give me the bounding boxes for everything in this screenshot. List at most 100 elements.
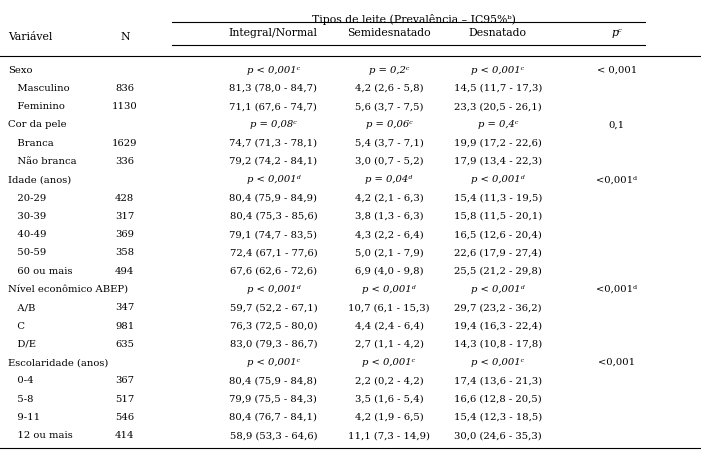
Text: 494: 494 [115,267,135,276]
Text: 59,7 (52,2 - 67,1): 59,7 (52,2 - 67,1) [229,303,318,312]
Text: p < 0,001ᵈ: p < 0,001ᵈ [471,175,524,184]
Text: 4,2 (1,9 - 6,5): 4,2 (1,9 - 6,5) [355,413,423,422]
Text: 19,4 (16,3 - 22,4): 19,4 (16,3 - 22,4) [454,322,542,331]
Text: 79,1 (74,7 - 83,5): 79,1 (74,7 - 83,5) [229,230,318,239]
Text: p = 0,2ᶜ: p = 0,2ᶜ [369,66,409,75]
Text: Branca: Branca [8,139,54,148]
Text: p = 0,08ᶜ: p = 0,08ᶜ [250,121,297,129]
Text: C: C [8,322,25,331]
Text: 5,4 (3,7 - 7,1): 5,4 (3,7 - 7,1) [355,139,423,148]
Text: 11,1 (7,3 - 14,9): 11,1 (7,3 - 14,9) [348,431,430,440]
Text: 10,7 (6,1 - 15,3): 10,7 (6,1 - 15,3) [348,303,430,312]
Text: Escolaridade (anos): Escolaridade (anos) [8,358,109,367]
Text: 60 ou mais: 60 ou mais [8,267,73,276]
Text: Integral/Normal: Integral/Normal [229,28,318,38]
Text: 80,4 (75,9 - 84,9): 80,4 (75,9 - 84,9) [229,194,318,202]
Text: Variável: Variável [8,32,53,42]
Text: 16,5 (12,6 - 20,4): 16,5 (12,6 - 20,4) [454,230,542,239]
Text: 2,2 (0,2 - 4,2): 2,2 (0,2 - 4,2) [355,376,423,385]
Text: 4,4 (2,4 - 6,4): 4,4 (2,4 - 6,4) [355,322,423,331]
Text: Sexo: Sexo [8,66,33,75]
Text: 15,8 (11,5 - 20,1): 15,8 (11,5 - 20,1) [454,212,542,221]
Text: Cor da pele: Cor da pele [8,121,67,129]
Text: 79,9 (75,5 - 84,3): 79,9 (75,5 - 84,3) [229,395,318,404]
Text: 58,9 (53,3 - 64,6): 58,9 (53,3 - 64,6) [230,431,317,440]
Text: 1629: 1629 [112,139,137,148]
Text: 4,2 (2,1 - 6,3): 4,2 (2,1 - 6,3) [355,194,423,202]
Text: p < 0,001ᶜ: p < 0,001ᶜ [362,358,416,367]
Text: 3,5 (1,6 - 5,4): 3,5 (1,6 - 5,4) [355,395,423,404]
Text: Tipos de leite (Prevalência – IC95%ᵇ): Tipos de leite (Prevalência – IC95%ᵇ) [312,14,515,25]
Text: 74,7 (71,3 - 78,1): 74,7 (71,3 - 78,1) [229,139,318,148]
Text: p < 0,001ᶜ: p < 0,001ᶜ [471,358,524,367]
Text: 5-8: 5-8 [8,395,34,404]
Text: 19,9 (17,2 - 22,6): 19,9 (17,2 - 22,6) [454,139,542,148]
Text: Desnatado: Desnatado [469,28,526,38]
Text: 17,4 (13,6 - 21,3): 17,4 (13,6 - 21,3) [454,376,542,385]
Text: Nível econômico ABEP): Nível econômico ABEP) [8,285,128,294]
Text: 369: 369 [115,230,135,239]
Text: Feminino: Feminino [8,102,65,111]
Text: 14,3 (10,8 - 17,8): 14,3 (10,8 - 17,8) [454,340,542,349]
Text: 16,6 (12,8 - 20,5): 16,6 (12,8 - 20,5) [454,395,542,404]
Text: 67,6 (62,6 - 72,6): 67,6 (62,6 - 72,6) [230,267,317,276]
Text: 0,1: 0,1 [608,121,625,129]
Text: 30,0 (24,6 - 35,3): 30,0 (24,6 - 35,3) [454,431,542,440]
Text: 80,4 (76,7 - 84,1): 80,4 (76,7 - 84,1) [229,413,318,422]
Text: 15,4 (11,3 - 19,5): 15,4 (11,3 - 19,5) [454,194,542,202]
Text: 347: 347 [115,303,135,312]
Text: p < 0,001ᶜ: p < 0,001ᶜ [247,358,300,367]
Text: p < 0,001ᵈ: p < 0,001ᵈ [247,175,300,184]
Text: 1130: 1130 [112,102,137,111]
Text: Masculino: Masculino [8,84,70,93]
Text: 50-59: 50-59 [8,248,47,257]
Text: <0,001: <0,001 [599,358,635,367]
Text: p < 0,001ᵈ: p < 0,001ᵈ [247,285,300,294]
Text: 4,2 (2,6 - 5,8): 4,2 (2,6 - 5,8) [355,84,423,93]
Text: 981: 981 [115,322,135,331]
Text: pᶜ: pᶜ [611,28,622,38]
Text: 428: 428 [115,194,135,202]
Text: 22,6 (17,9 - 27,4): 22,6 (17,9 - 27,4) [454,248,542,257]
Text: 76,3 (72,5 - 80,0): 76,3 (72,5 - 80,0) [230,322,317,331]
Text: p = 0,06ᶜ: p = 0,06ᶜ [366,121,412,129]
Text: 2,7 (1,1 - 4,2): 2,7 (1,1 - 4,2) [355,340,423,349]
Text: 17,9 (13,4 - 22,3): 17,9 (13,4 - 22,3) [454,157,542,166]
Text: 25,5 (21,2 - 29,8): 25,5 (21,2 - 29,8) [454,267,542,276]
Text: p < 0,001ᶜ: p < 0,001ᶜ [471,66,524,75]
Text: Semidesnatado: Semidesnatado [347,28,431,38]
Text: Idade (anos): Idade (anos) [8,175,72,184]
Text: 14,5 (11,7 - 17,3): 14,5 (11,7 - 17,3) [454,84,542,93]
Text: 12 ou mais: 12 ou mais [8,431,73,440]
Text: 79,2 (74,2 - 84,1): 79,2 (74,2 - 84,1) [229,157,318,166]
Text: 83,0 (79,3 - 86,7): 83,0 (79,3 - 86,7) [230,340,317,349]
Text: < 0,001: < 0,001 [597,66,637,75]
Text: 20-29: 20-29 [8,194,47,202]
Text: 546: 546 [115,413,135,422]
Text: 836: 836 [115,84,135,93]
Text: 40-49: 40-49 [8,230,47,239]
Text: 3,8 (1,3 - 6,3): 3,8 (1,3 - 6,3) [355,212,423,221]
Text: 71,1 (67,6 - 74,7): 71,1 (67,6 - 74,7) [229,102,318,111]
Text: <0,001ᵈ: <0,001ᵈ [597,175,637,184]
Text: p < 0,001ᵈ: p < 0,001ᵈ [362,285,416,294]
Text: 358: 358 [115,248,135,257]
Text: 5,0 (2,1 - 7,9): 5,0 (2,1 - 7,9) [355,248,423,257]
Text: 9-11: 9-11 [8,413,41,422]
Text: 80,4 (75,9 - 84,8): 80,4 (75,9 - 84,8) [229,376,318,385]
Text: 29,7 (23,2 - 36,2): 29,7 (23,2 - 36,2) [454,303,542,312]
Text: 15,4 (12,3 - 18,5): 15,4 (12,3 - 18,5) [454,413,542,422]
Text: 336: 336 [115,157,135,166]
Text: 3,0 (0,7 - 5,2): 3,0 (0,7 - 5,2) [355,157,423,166]
Text: p < 0,001ᵈ: p < 0,001ᵈ [471,285,524,294]
Text: 6,9 (4,0 - 9,8): 6,9 (4,0 - 9,8) [355,267,423,276]
Text: 367: 367 [115,376,135,385]
Text: A/B: A/B [8,303,36,312]
Text: 30-39: 30-39 [8,212,47,221]
Text: 635: 635 [115,340,135,349]
Text: p = 0,04ᵈ: p = 0,04ᵈ [365,175,413,184]
Text: Não branca: Não branca [8,157,77,166]
Text: 81,3 (78,0 - 84,7): 81,3 (78,0 - 84,7) [229,84,318,93]
Text: N: N [120,32,130,42]
Text: 517: 517 [115,395,135,404]
